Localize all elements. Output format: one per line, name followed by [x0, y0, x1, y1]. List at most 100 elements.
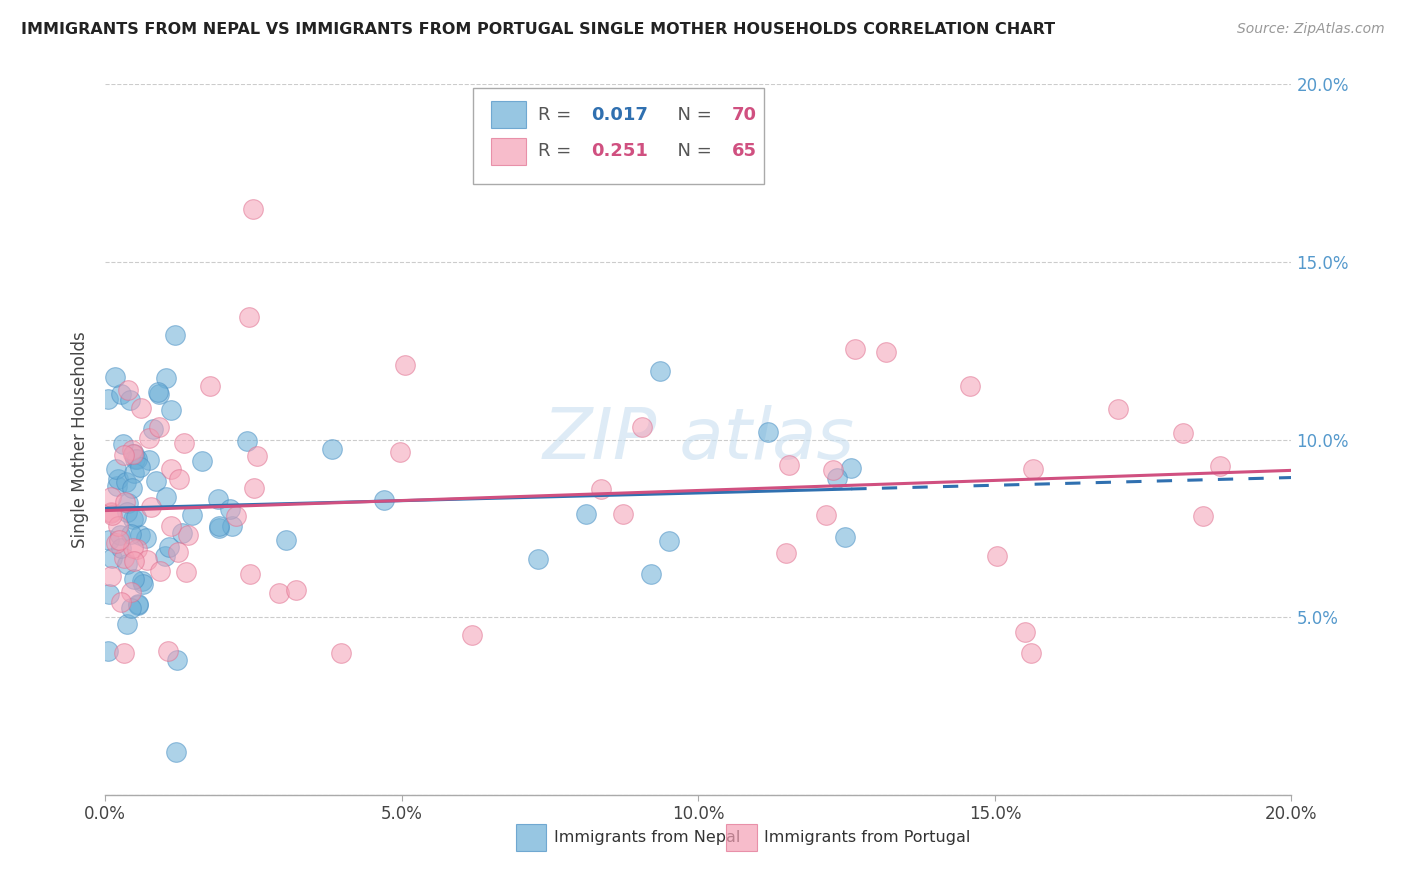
Point [101, 508, 124, 522]
Point [243, 481, 266, 495]
Point [97, 392, 120, 407]
Point [172, 526, 194, 541]
Text: N =: N = [666, 142, 718, 161]
Point [115, 475, 138, 490]
Point [648, 364, 671, 378]
Point [834, 530, 856, 544]
Point [138, 431, 160, 445]
Point [129, 401, 152, 416]
Point [219, 502, 242, 516]
Point [612, 507, 634, 521]
Point [110, 387, 132, 401]
Point [276, 533, 298, 548]
Point [1014, 624, 1036, 639]
Text: ZIP atlas: ZIP atlas [543, 405, 855, 475]
Point [160, 518, 183, 533]
Point [207, 491, 229, 506]
Point [640, 567, 662, 582]
Point [127, 451, 149, 466]
Point [115, 617, 138, 632]
Point [844, 342, 866, 356]
Point [107, 519, 129, 533]
Point [104, 536, 127, 550]
Point [1022, 461, 1045, 475]
Point [157, 540, 180, 554]
Point [100, 506, 122, 520]
Point [1208, 458, 1230, 473]
Point [127, 598, 149, 612]
Point [959, 378, 981, 392]
Point [239, 566, 262, 581]
Point [138, 453, 160, 467]
Point [120, 601, 142, 615]
Point [238, 310, 260, 324]
Point [129, 528, 152, 542]
Point [122, 541, 145, 556]
Point [242, 202, 264, 216]
Point [114, 646, 136, 660]
Point [208, 519, 231, 533]
Point [110, 595, 132, 609]
Point [167, 545, 190, 559]
Point [100, 569, 122, 583]
Point [132, 576, 155, 591]
Text: 0.251: 0.251 [592, 142, 648, 161]
Point [105, 461, 128, 475]
Point [221, 519, 243, 533]
Point [121, 512, 143, 526]
Point [135, 531, 157, 545]
Point [160, 402, 183, 417]
Point [112, 448, 135, 462]
Point [100, 491, 122, 505]
Point [167, 472, 190, 486]
Point [127, 541, 149, 556]
Point [127, 597, 149, 611]
Text: Immigrants from Nepal: Immigrants from Nepal [554, 830, 740, 846]
Point [105, 478, 128, 492]
Point [97, 643, 120, 657]
Point [112, 551, 135, 566]
Point [208, 520, 231, 534]
Text: 65: 65 [731, 142, 756, 161]
Point [174, 565, 197, 579]
Point [101, 550, 124, 565]
Point [1019, 646, 1042, 660]
Point [121, 481, 143, 495]
Y-axis label: Single Mother Households: Single Mother Households [72, 331, 89, 548]
Point [285, 583, 308, 598]
Point [986, 549, 1008, 563]
Point [156, 644, 179, 658]
Point [373, 492, 395, 507]
Point [180, 508, 202, 523]
Point [163, 327, 186, 342]
Point [631, 420, 654, 434]
Point [236, 434, 259, 448]
Point [394, 358, 416, 372]
Point [658, 534, 681, 549]
Text: Source: ZipAtlas.com: Source: ZipAtlas.com [1237, 22, 1385, 37]
FancyBboxPatch shape [491, 102, 526, 128]
Point [198, 379, 221, 393]
Point [267, 586, 290, 600]
Point [165, 746, 187, 760]
Point [120, 392, 142, 407]
Point [246, 449, 269, 463]
Point [135, 553, 157, 567]
Point [125, 510, 148, 524]
Point [1192, 508, 1215, 523]
Point [112, 436, 135, 450]
Point [160, 462, 183, 476]
Point [124, 467, 146, 481]
Point [97, 587, 120, 601]
Point [117, 384, 139, 398]
Point [1107, 402, 1129, 417]
Text: IMMIGRANTS FROM NEPAL VS IMMIGRANTS FROM PORTUGAL SINGLE MOTHER HOUSEHOLDS CORRE: IMMIGRANTS FROM NEPAL VS IMMIGRANTS FROM… [21, 22, 1056, 37]
Point [124, 452, 146, 467]
Point [841, 461, 863, 475]
Point [107, 472, 129, 486]
Point [825, 471, 848, 485]
Point [526, 552, 548, 566]
Point [98, 533, 121, 548]
FancyBboxPatch shape [472, 88, 763, 184]
Point [122, 554, 145, 568]
